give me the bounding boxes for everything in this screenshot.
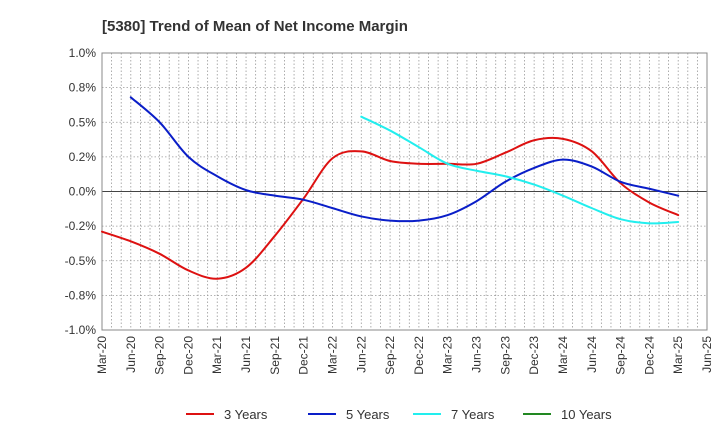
- x-tick-label: Jun-25: [700, 336, 714, 373]
- x-tick-label: Dec-22: [412, 336, 426, 375]
- x-tick-label: Jun-20: [124, 336, 138, 373]
- x-tick-label: Mar-21: [210, 336, 224, 374]
- x-tick-label: Dec-23: [527, 336, 541, 375]
- series-lines: [101, 96, 680, 280]
- x-tick-label: Sep-22: [383, 336, 397, 375]
- x-tick-label: Dec-24: [642, 336, 656, 375]
- y-tick-label: -0.2%: [65, 219, 97, 233]
- chart-title: [5380] Trend of Mean of Net Income Margi…: [102, 18, 408, 35]
- y-tick-label: 0.0%: [69, 185, 97, 199]
- series-line-5-years: [129, 96, 680, 223]
- y-tick-label: 0.2%: [69, 150, 97, 164]
- legend-label: 7 Years: [451, 407, 495, 422]
- x-tick-label: Dec-20: [181, 336, 195, 375]
- y-tick-label: -1.0%: [65, 323, 97, 337]
- grid: [102, 53, 707, 330]
- x-tick-label: Sep-21: [268, 336, 282, 375]
- x-tick-label: Mar-23: [441, 336, 455, 374]
- series-line-7-years: [360, 115, 680, 225]
- y-tick-label: -0.8%: [65, 288, 97, 302]
- axes: 1.0% 0.8% 0.5% 0.2% 0.0% -0.2% -0.5% -0.8% -1.0%…: [65, 46, 714, 375]
- legend: 3 Years 5 Years 7 Years 10 Years: [186, 407, 612, 422]
- x-tick-label: Jun-23: [470, 336, 484, 373]
- x-tick-label: Jun-22: [354, 336, 368, 373]
- y-tick-label: 1.0%: [69, 46, 97, 60]
- x-tick-label: Sep-24: [614, 336, 628, 375]
- x-tick-label: Mar-20: [95, 336, 109, 374]
- x-tick-label: Sep-23: [498, 336, 512, 375]
- series-line-3-years: [101, 136, 680, 280]
- y-tick-label: 0.5%: [69, 115, 97, 129]
- y-tick-label: 0.8%: [69, 81, 97, 95]
- legend-label: 10 Years: [561, 407, 612, 422]
- x-tick-label: Mar-22: [325, 336, 339, 374]
- x-tick-label: Jun-21: [239, 336, 253, 373]
- x-tick-label: Mar-24: [556, 336, 570, 374]
- legend-label: 5 Years: [346, 407, 390, 422]
- x-tick-label: Sep-20: [153, 336, 167, 375]
- y-tick-label: -0.5%: [65, 254, 97, 268]
- legend-label: 3 Years: [224, 407, 268, 422]
- plot-frame: [101, 52, 708, 331]
- x-tick-label: Jun-24: [585, 336, 599, 373]
- x-tick-label: Dec-21: [297, 336, 311, 375]
- x-tick-label: Mar-25: [671, 336, 685, 374]
